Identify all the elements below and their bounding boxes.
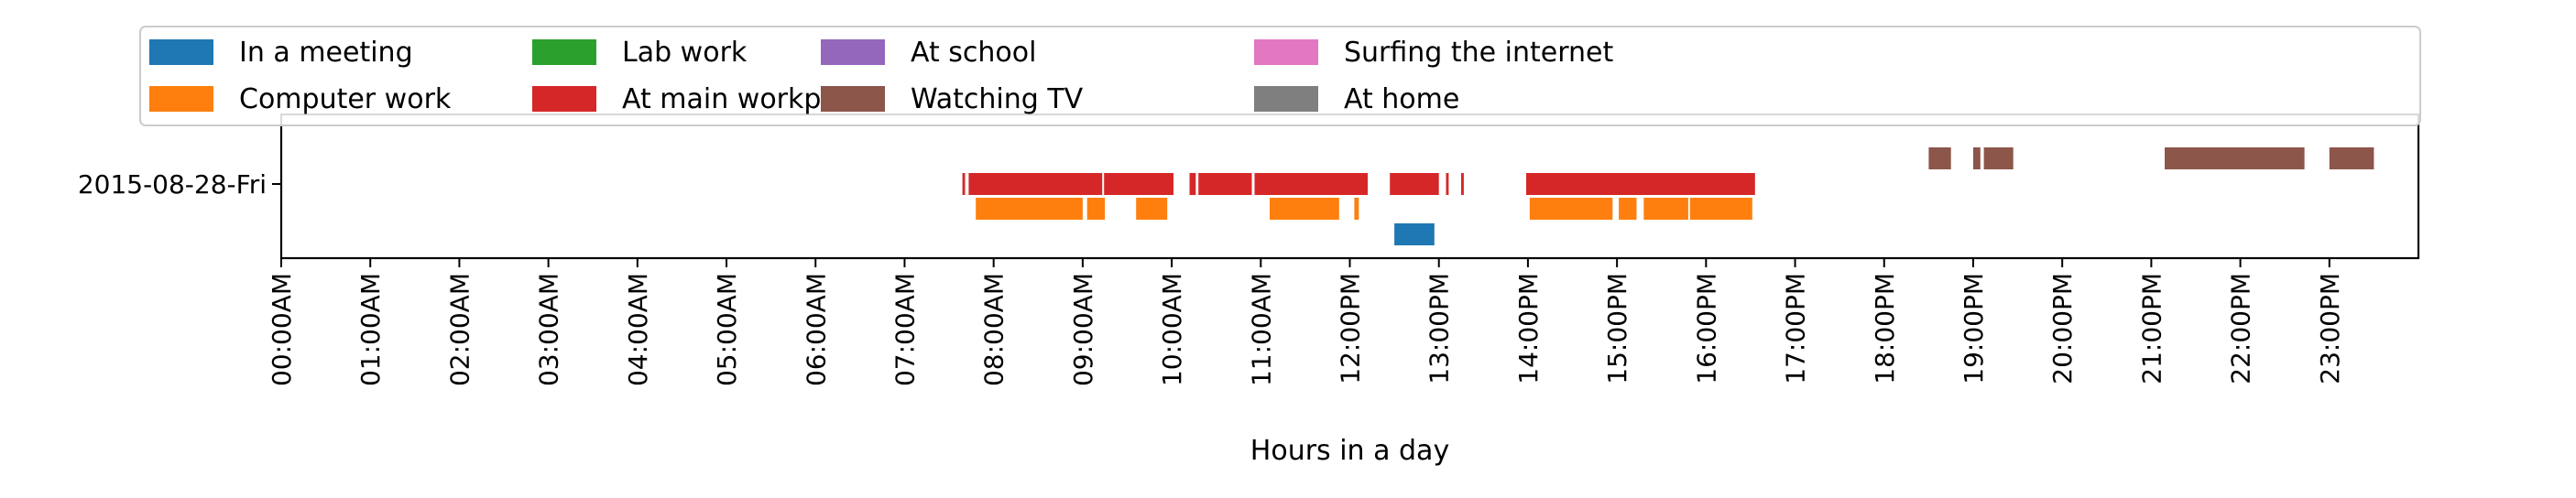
legend-swatch-5 bbox=[821, 86, 885, 112]
bar-watching-tv-3 bbox=[2165, 147, 2305, 169]
x-tick-label-16: 16:00PM bbox=[1691, 273, 1721, 384]
legend-label-4: At school bbox=[911, 37, 1036, 69]
y-ticks: 2015-08-28-Fri bbox=[78, 169, 281, 200]
bar-watching-tv-1 bbox=[1973, 147, 1981, 169]
x-tick-label-13: 13:00PM bbox=[1424, 273, 1455, 384]
legend-label-2: Lab work bbox=[622, 37, 748, 69]
x-tick-label-1: 01:00AM bbox=[355, 273, 386, 386]
bar-at-main-workplace-7 bbox=[1446, 173, 1449, 195]
legend-label-6: Surfing the internet bbox=[1344, 37, 1613, 69]
bar-at-main-workplace-3 bbox=[1189, 173, 1196, 195]
x-tick-label-7: 07:00AM bbox=[890, 273, 921, 386]
legend-label-7: At home bbox=[1344, 83, 1459, 115]
bar-computer-work-6 bbox=[1619, 198, 1637, 220]
bar-at-main-workplace-4 bbox=[1198, 173, 1252, 195]
x-tick-label-15: 15:00PM bbox=[1602, 273, 1632, 384]
bar-at-main-workplace-2 bbox=[1104, 173, 1173, 195]
x-tick-label-19: 19:00PM bbox=[1959, 273, 1989, 384]
legend-label-0: In a meeting bbox=[239, 37, 413, 69]
bar-at-main-workplace-9 bbox=[1526, 173, 1755, 195]
bar-at-main-workplace-8 bbox=[1461, 173, 1464, 195]
x-axis-label: Hours in a day bbox=[1250, 435, 1449, 467]
bar-computer-work-7 bbox=[1643, 198, 1688, 220]
x-tick-label-20: 20:00PM bbox=[2047, 273, 2078, 384]
bar-computer-work-2 bbox=[1136, 198, 1168, 220]
bar-at-main-workplace-1 bbox=[968, 173, 1103, 195]
bar-computer-work-3 bbox=[1270, 198, 1339, 220]
bar-watching-tv-4 bbox=[2329, 147, 2374, 169]
bar-computer-work-8 bbox=[1689, 198, 1752, 220]
bar-at-main-workplace-5 bbox=[1254, 173, 1368, 195]
legend-swatch-3 bbox=[532, 86, 596, 112]
legend-swatch-4 bbox=[821, 39, 885, 65]
legend-label-1: Computer work bbox=[239, 83, 452, 115]
legend-box bbox=[139, 26, 2421, 126]
bar-at-main-workplace-6 bbox=[1390, 173, 1439, 195]
legend-swatch-6 bbox=[1254, 39, 1318, 65]
bar-watching-tv-2 bbox=[1983, 147, 2014, 169]
x-tick-label-5: 05:00AM bbox=[712, 273, 742, 386]
legend-swatch-0 bbox=[149, 39, 213, 65]
x-tick-label-9: 09:00AM bbox=[1068, 273, 1098, 386]
legend-swatch-1 bbox=[149, 86, 213, 112]
x-tick-label-6: 06:00AM bbox=[801, 273, 831, 386]
x-tick-label-12: 12:00PM bbox=[1336, 273, 1366, 384]
x-tick-label-14: 14:00PM bbox=[1513, 273, 1544, 384]
x-tick-label-8: 08:00AM bbox=[979, 273, 1010, 386]
x-tick-label-22: 22:00PM bbox=[2226, 273, 2256, 384]
bar-computer-work-1 bbox=[1086, 198, 1106, 220]
x-tick-label-4: 04:00AM bbox=[623, 273, 653, 386]
bar-watching-tv-0 bbox=[1928, 147, 1951, 169]
x-tick-label-0: 00:00AM bbox=[267, 273, 297, 386]
bar-in-a-meeting-0 bbox=[1394, 223, 1435, 245]
x-tick-label-18: 18:00PM bbox=[1870, 273, 1900, 384]
legend-swatch-2 bbox=[532, 39, 596, 65]
bar-at-main-workplace-0 bbox=[962, 173, 966, 195]
bars-layer bbox=[962, 147, 2374, 245]
bar-computer-work-5 bbox=[1529, 198, 1613, 220]
legend-swatch-7 bbox=[1254, 86, 1318, 112]
legend-label-5: Watching TV bbox=[911, 83, 1084, 115]
x-tick-label-23: 23:00PM bbox=[2315, 273, 2345, 384]
x-tick-label-11: 11:00AM bbox=[1246, 273, 1276, 386]
x-tick-label-21: 21:00PM bbox=[2136, 273, 2167, 384]
bar-computer-work-4 bbox=[1354, 198, 1359, 220]
x-tick-label-3: 03:00AM bbox=[534, 273, 564, 386]
x-tick-label-10: 10:00AM bbox=[1157, 273, 1187, 386]
y-tick-label: 2015-08-28-Fri bbox=[78, 169, 267, 200]
bar-computer-work-0 bbox=[976, 198, 1083, 220]
x-ticks: 00:00AM 01:00AM 02:00AM 03:00AM 04:00AM 05:00… bbox=[267, 258, 2345, 386]
x-tick-label-2: 02:00AM bbox=[444, 273, 475, 386]
x-tick-label-17: 17:00PM bbox=[1781, 273, 1811, 384]
